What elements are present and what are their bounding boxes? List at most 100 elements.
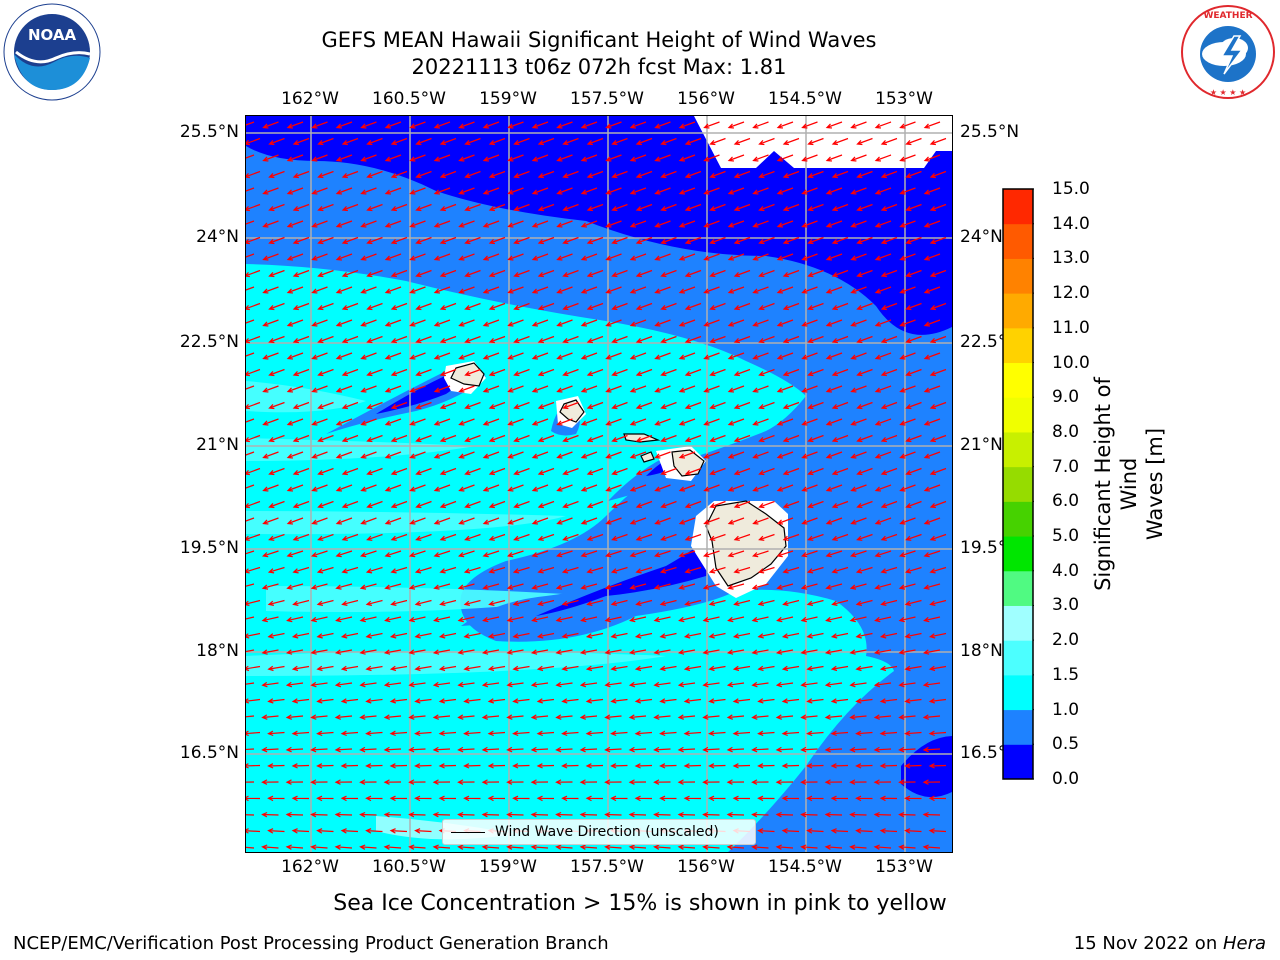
wind-arrow xyxy=(341,566,359,574)
wind-arrow xyxy=(850,451,867,459)
wind-arrow xyxy=(384,451,402,459)
wind-arrow xyxy=(849,844,867,850)
wind-arrow xyxy=(246,302,261,311)
wind-arrow xyxy=(292,599,310,606)
chart-subtitle: 20221113 t06z 072h fcst Max: 1.81 xyxy=(411,55,787,79)
wind-arrow xyxy=(556,352,573,360)
wind-arrow xyxy=(292,236,310,245)
wind-arrow xyxy=(850,352,867,360)
wind-arrow xyxy=(776,286,794,294)
wind-arrow xyxy=(562,467,579,476)
wind-arrow xyxy=(458,220,475,228)
wind-arrow xyxy=(512,632,530,639)
wind-arrow xyxy=(488,500,506,509)
wind-arrow xyxy=(261,811,279,818)
wind-arrow xyxy=(580,121,598,129)
wind-arrow xyxy=(628,649,647,655)
wind-arrow xyxy=(507,352,524,360)
wind-arrow xyxy=(635,137,653,146)
wind-arrow xyxy=(586,500,604,509)
wind-arrow xyxy=(732,795,751,802)
wind-arrow xyxy=(928,730,947,737)
wind-arrow xyxy=(482,616,500,623)
wind-arrow xyxy=(879,795,898,802)
wind-arrow xyxy=(684,203,702,212)
wind-arrow xyxy=(782,236,800,245)
wind-arrow xyxy=(610,566,628,574)
wind-arrow xyxy=(317,500,334,509)
wind-arrow xyxy=(611,401,628,410)
wind-arrow xyxy=(414,566,432,574)
wind-arrow xyxy=(335,286,353,294)
wind-arrow xyxy=(488,401,506,410)
wind-arrow xyxy=(904,828,922,834)
wind-arrow xyxy=(702,550,720,558)
wind-arrow xyxy=(726,649,745,655)
wind-arrow xyxy=(635,368,653,377)
wind-arrow xyxy=(703,121,720,129)
wind-arrow xyxy=(659,730,677,737)
wind-arrow xyxy=(923,253,941,261)
colorbar-tick-label: 12.0 xyxy=(1052,283,1090,304)
wind-arrow xyxy=(752,352,769,360)
wind-arrow xyxy=(660,203,677,212)
wind-arrow xyxy=(800,844,818,850)
wind-arrow xyxy=(758,335,775,344)
wind-arrow xyxy=(531,319,549,327)
wind-arrow xyxy=(776,583,794,590)
wind-arrow xyxy=(635,467,653,476)
wind-arrow xyxy=(727,121,745,129)
wind-arrow xyxy=(880,170,898,179)
wind-arrow xyxy=(433,550,451,558)
wind-arrow xyxy=(879,665,898,672)
wind-arrow xyxy=(610,665,628,672)
colorbar-cell xyxy=(1003,709,1033,745)
wind-arrow xyxy=(586,236,604,245)
wind-arrow xyxy=(923,286,941,294)
wind-arrow xyxy=(457,583,475,590)
wind-arrow xyxy=(335,517,353,525)
wind-arrow xyxy=(359,583,377,590)
wind-arrow xyxy=(384,253,402,261)
wind-arrow xyxy=(530,811,549,818)
wind-arrow xyxy=(776,484,794,492)
wind-arrow xyxy=(899,352,916,360)
wind-arrow xyxy=(709,302,726,311)
wind-arrow xyxy=(732,730,751,737)
wind-arrow xyxy=(683,763,702,769)
wind-arrow xyxy=(246,715,255,718)
wind-arrow xyxy=(513,401,530,410)
wind-arrow xyxy=(366,170,383,179)
wind-arrow xyxy=(457,550,475,558)
wind-arrow xyxy=(801,220,818,228)
wind-arrow xyxy=(874,187,892,195)
wind-arrow xyxy=(246,846,255,849)
wind-arrow xyxy=(531,583,549,590)
wind-arrow xyxy=(781,698,800,704)
wind-arrow xyxy=(880,368,898,377)
wind-arrow xyxy=(409,319,426,327)
wind-arrow xyxy=(904,599,922,606)
wind-arrow xyxy=(604,616,622,623)
wind-arrow xyxy=(586,269,604,278)
wind-arrow xyxy=(586,434,604,443)
colorbar-tick-label: 7.0 xyxy=(1052,456,1080,477)
wind-arrow xyxy=(801,451,818,459)
wind-arrow xyxy=(513,533,530,541)
wind-arrow xyxy=(536,730,555,737)
wind-arrow xyxy=(708,795,726,802)
wind-arrow xyxy=(752,451,769,459)
wind-arrow xyxy=(292,203,310,212)
colorbar xyxy=(1002,188,1034,780)
sea-ice-note: Sea Ice Concentration > 15% is shown in … xyxy=(333,891,947,916)
wind-arrow xyxy=(246,187,255,192)
wind-arrow xyxy=(831,566,849,574)
wind-arrow xyxy=(899,484,916,492)
wave-height-map xyxy=(246,116,952,852)
wind-arrow xyxy=(611,302,628,311)
wind-arrow xyxy=(831,269,849,278)
wind-arrow xyxy=(464,401,481,410)
colorbar-tick-label: 2.0 xyxy=(1052,630,1080,651)
wind-arrow xyxy=(800,550,818,558)
wind-arrow xyxy=(684,236,702,245)
